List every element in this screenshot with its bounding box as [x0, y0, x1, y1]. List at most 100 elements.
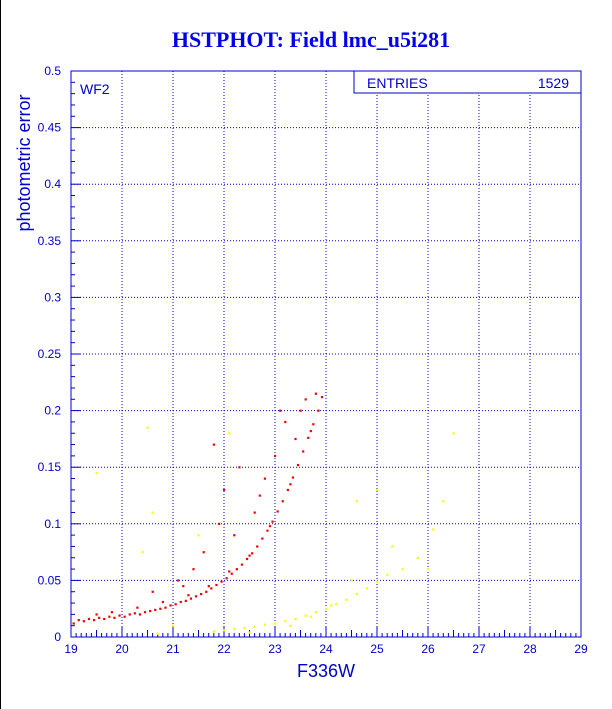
scatter-point — [284, 620, 287, 623]
x-tick-label: 20 — [115, 642, 129, 656]
scatter-point — [103, 617, 106, 621]
scatter-point — [268, 525, 272, 528]
scatter-point — [138, 613, 142, 616]
scatter-point — [266, 529, 269, 532]
x-tick-label: 28 — [523, 642, 537, 656]
y-tick-label: 0.25 — [38, 347, 62, 361]
left-border-line — [0, 0, 1, 709]
scatter-point — [123, 615, 126, 618]
x-tick-labels: 19 20 21 22 23 24 25 26 27 28 29 — [64, 642, 588, 656]
scatter-point — [233, 628, 236, 631]
scatter-point — [202, 551, 205, 554]
scatter-point — [365, 587, 368, 590]
scatter-point — [386, 573, 389, 576]
scatter-point — [271, 520, 274, 523]
scatter-point — [284, 420, 287, 424]
stats-entries-value: 1529 — [538, 75, 569, 91]
axis-ticks — [70, 70, 582, 638]
data-points — [72, 392, 455, 635]
scatter-point — [189, 597, 193, 600]
scatter-point — [296, 463, 300, 467]
scatter-point — [205, 590, 208, 593]
scatter-point — [253, 511, 256, 514]
scatter-point — [143, 611, 147, 614]
scatter-point — [200, 592, 203, 596]
scatter-point — [240, 563, 244, 566]
scatter-point — [141, 551, 144, 554]
scatter-point — [154, 608, 157, 612]
scatter-point — [187, 594, 190, 597]
scatter-point — [289, 624, 292, 627]
scatter-point — [228, 432, 231, 435]
scatter-point — [345, 598, 348, 601]
stats-box: ENTRIES 1529 — [353, 70, 582, 94]
scatter-point — [350, 579, 353, 582]
scatter-point — [355, 500, 358, 503]
y-tick-label: 0.35 — [38, 234, 62, 248]
scatter-point — [276, 510, 279, 513]
scatter-point — [391, 545, 394, 548]
x-tick-label: 29 — [574, 642, 588, 656]
scatter-point — [177, 579, 180, 582]
scatter-point — [330, 604, 333, 607]
scatter-point — [118, 614, 121, 617]
scatter-point — [442, 500, 445, 503]
scatter-point — [248, 554, 251, 557]
scatter-point — [194, 595, 198, 598]
scatter-point — [164, 606, 167, 609]
scatter-point — [223, 629, 226, 632]
y-tick-label: 0.45 — [38, 121, 62, 135]
scatter-point — [192, 568, 195, 571]
scatter-point — [179, 600, 182, 604]
scatter-point — [151, 511, 154, 514]
scatter-point — [174, 603, 177, 606]
scatter-point — [401, 568, 404, 571]
scatter-point — [312, 423, 315, 426]
scatter-point — [289, 483, 292, 486]
scatter-point — [113, 616, 116, 619]
scatter-point — [243, 626, 246, 630]
chart-title: HSTPHOT: Field lmc_u5i281 — [172, 27, 450, 52]
grid-lines — [71, 71, 581, 637]
scatter-point — [172, 624, 175, 627]
y-tick-label: 0.1 — [44, 517, 61, 531]
scatter-point — [256, 545, 259, 548]
y-tick-label: 0.5 — [44, 64, 61, 78]
scatter-point — [281, 500, 284, 503]
scatter-point — [261, 537, 264, 540]
scatter-point — [248, 631, 251, 634]
scatter-point — [235, 568, 238, 571]
scatter-point — [149, 609, 152, 613]
x-tick-label: 22 — [217, 642, 231, 656]
scatter-point — [220, 580, 223, 583]
scatter-point — [238, 466, 241, 469]
scatter-point — [279, 409, 282, 412]
x-axis-label: F336W — [297, 661, 355, 681]
scatter-point — [82, 620, 85, 623]
field-annotation: WF2 — [80, 81, 110, 97]
scatter-point — [286, 488, 289, 492]
scatter-point — [72, 622, 75, 625]
scatter-point — [217, 522, 221, 525]
x-tick-label: 23 — [268, 642, 282, 656]
scatter-point — [314, 392, 317, 395]
scatter-point — [304, 398, 307, 401]
scatter-point — [146, 426, 149, 429]
stats-entries-label: ENTRIES — [367, 75, 428, 91]
scatter-point — [98, 616, 101, 619]
scatter-point — [376, 488, 379, 492]
x-tick-label: 26 — [421, 642, 435, 656]
scatter-point — [212, 443, 215, 446]
scatter-point — [263, 477, 266, 480]
y-axis-label: photometric error — [14, 94, 34, 231]
scatter-point — [432, 528, 435, 531]
x-tick-label: 27 — [472, 642, 486, 656]
scatter-point — [263, 623, 266, 626]
scatter-point — [314, 611, 317, 614]
scatter-point — [245, 557, 249, 561]
scatter-point — [108, 615, 111, 618]
scatter-point — [210, 587, 213, 590]
scatter-point — [184, 599, 187, 602]
scatter-point — [92, 619, 96, 622]
